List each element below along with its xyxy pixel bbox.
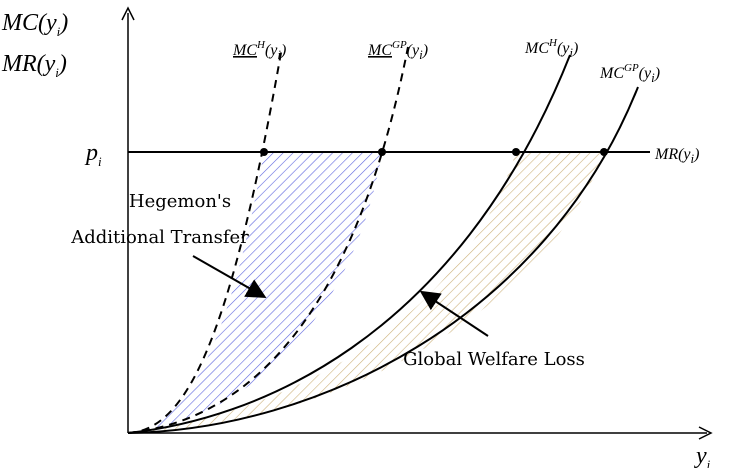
intersection-point-4: [600, 148, 608, 156]
x-axis-label: yi: [694, 443, 711, 468]
underlined-mc-h-label: MCH(yi): [232, 39, 286, 62]
intersection-point-3: [512, 148, 520, 156]
hegemon-label-line1: Hegemon's: [129, 191, 231, 212]
mc-h-curve: [127, 54, 571, 434]
hegemon-label-line2: Additional Transfer: [70, 227, 249, 248]
y-axis-label-line2: MR(yi): [1, 51, 67, 80]
intersection-point-2: [378, 148, 386, 156]
global-loss-label: Global Welfare Loss: [403, 349, 585, 370]
mc-h-label: MCH(yi): [524, 37, 578, 60]
intersection-point-1: [260, 148, 268, 156]
hegemon-arrow: [192, 255, 267, 298]
y-axis-label-line1: MC(yi): [1, 10, 68, 39]
price-label: pi: [84, 140, 102, 169]
dashed-mc-gp-curve: [127, 46, 409, 434]
mc-gp-curve: [127, 86, 639, 434]
x-axis-arrow: [698, 426, 713, 440]
global-welfare-loss-hatched-area: [128, 152, 604, 433]
mc-gp-label: MCGP(yi): [599, 62, 660, 85]
underlined-mc-gp-label: MCGP(yi): [367, 39, 428, 62]
y-axis-arrow: [121, 6, 135, 21]
global-loss-arrow: [419, 290, 489, 337]
mr-label: MR(yi): [654, 146, 699, 166]
